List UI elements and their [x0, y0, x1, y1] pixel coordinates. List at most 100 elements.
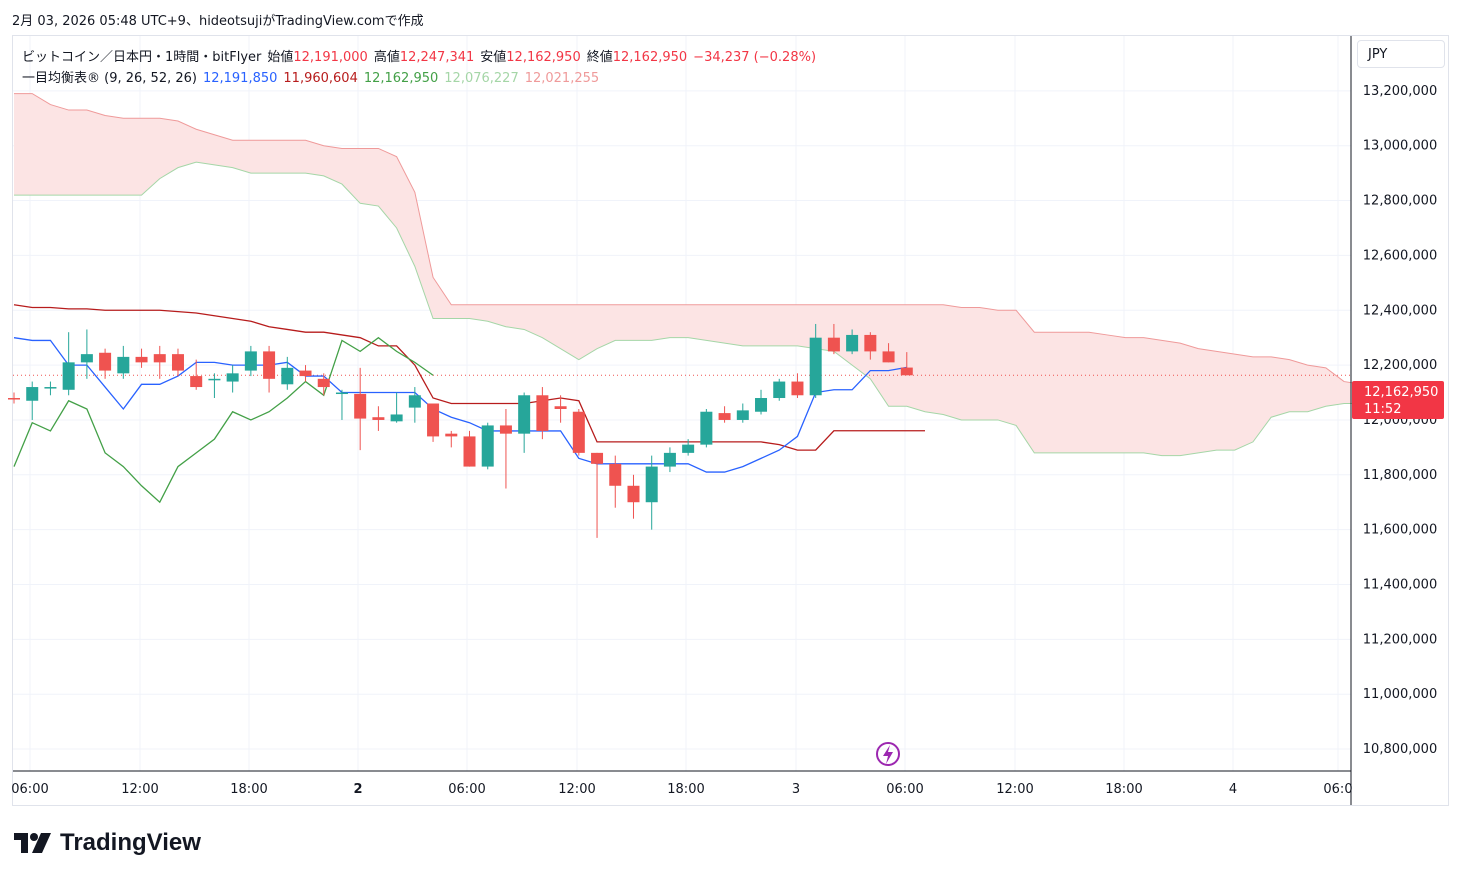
candle-body: [846, 334, 859, 352]
y-tick-label: 11,000,000: [1363, 687, 1437, 702]
bar-countdown: 11:52: [1364, 402, 1402, 417]
x-tick-label: 4: [1229, 782, 1237, 797]
currency-selector[interactable]: JPY: [1357, 40, 1445, 68]
x-tick-label: 18:00: [230, 782, 267, 797]
low-value: 12,162,950: [506, 50, 581, 65]
candle-body: [99, 352, 112, 371]
chart-frame[interactable]: [12, 35, 1449, 806]
candle-body: [390, 414, 403, 422]
lightning-icon[interactable]: [876, 742, 900, 766]
change-value: −34,237 (−0.28%): [693, 50, 817, 65]
candle-body: [26, 387, 39, 401]
candle-body: [773, 381, 786, 399]
logo-text: TradingView: [60, 829, 201, 856]
candle-body: [736, 410, 749, 420]
candle-body: [827, 337, 840, 352]
tradingview-logo-icon: [14, 833, 51, 853]
y-tick-label: 11,200,000: [1363, 632, 1437, 647]
candle-body: [335, 392, 348, 395]
y-tick-label: 11,400,000: [1363, 578, 1437, 593]
candle-body: [445, 433, 458, 437]
y-tick-label: 13,000,000: [1363, 139, 1437, 154]
candle-body: [554, 406, 567, 409]
y-tick-label: 11,600,000: [1363, 523, 1437, 538]
candle-body: [900, 367, 913, 376]
y-tick-label: 12,600,000: [1363, 248, 1437, 263]
candle-body: [864, 334, 877, 352]
ichimoku-cloud: [14, 93, 1381, 457]
x-tick-label: 18:00: [1105, 782, 1142, 797]
candle-body: [591, 452, 604, 464]
candle-body: [809, 337, 822, 396]
open-value: 12,191,000: [293, 50, 368, 65]
candlesticks: [8, 323, 913, 538]
candle-body: [481, 425, 494, 467]
candle-body: [427, 403, 440, 437]
candle-body: [317, 378, 330, 388]
x-tick-label: 12:00: [121, 782, 158, 797]
x-tick-label: 3: [792, 782, 800, 797]
open-label: 始値: [267, 50, 294, 65]
candle-body: [354, 393, 367, 419]
candle-body: [135, 356, 148, 363]
x-tick-label: 06:0: [1323, 782, 1352, 797]
low-label: 安値: [480, 50, 507, 65]
candle-body: [62, 362, 75, 390]
symbol-name: ビットコイン／日本円・1時間・bitFlyer: [22, 50, 262, 65]
x-tick-label: 18:00: [667, 782, 704, 797]
senkou-span-a: [14, 161, 1381, 457]
candle-body: [208, 378, 221, 381]
candle-body: [299, 370, 312, 377]
high-value: 12,247,341: [399, 50, 475, 65]
candle-body: [171, 354, 184, 371]
candle-body: [536, 395, 549, 431]
candle-body: [663, 452, 676, 467]
symbol-legend: ビットコイン／日本円・1時間・bitFlyer 始値12,191,000 高値12,…: [22, 46, 822, 65]
candle-body: [153, 354, 166, 363]
chikou-span: [13, 336, 434, 504]
x-tick-label: 2: [353, 782, 362, 797]
x-tick-label: 12:00: [996, 782, 1033, 797]
span-a-value: 12,076,227: [444, 71, 519, 86]
kijun-value: 11,960,604: [283, 71, 358, 86]
candle-body: [44, 387, 57, 389]
tenkan-value: 12,191,850: [202, 71, 278, 86]
snapshot-caption: 2月 03, 2026 05:48 UTC+9、hideotsujiがTradi…: [12, 14, 424, 29]
candle-body: [281, 367, 294, 385]
y-tick-label: 12,200,000: [1363, 358, 1437, 373]
candle-body: [791, 381, 804, 396]
indicator-name: 一目均衡表® (9, 26, 52, 26): [22, 71, 197, 86]
y-tick-label: 10,800,000: [1363, 742, 1437, 757]
candle-body: [627, 485, 640, 503]
indicator-legend: 一目均衡表® (9, 26, 52, 26) 12,191,850 11,960,6…: [22, 67, 605, 86]
candle-body: [80, 354, 93, 363]
x-tick-label: 06:00: [11, 782, 48, 797]
candle-body: [372, 417, 385, 420]
y-tick-label: 12,400,000: [1363, 303, 1437, 318]
candle-body: [700, 411, 713, 445]
x-tick-label: 06:00: [886, 782, 923, 797]
candle-body: [609, 463, 622, 486]
x-tick-label: 06:00: [448, 782, 485, 797]
candle-body: [518, 395, 531, 434]
candle-body: [463, 436, 476, 467]
y-tick-label: 11,800,000: [1363, 468, 1437, 483]
tenkan-sen: [13, 337, 907, 473]
y-tick-label: 13,200,000: [1363, 84, 1437, 99]
candle-body: [190, 376, 203, 388]
kijun-sen: [13, 304, 925, 451]
chikou-value: 12,162,950: [363, 71, 439, 86]
candle-body: [682, 444, 695, 453]
close-label: 終値: [586, 50, 613, 65]
tradingview-logo[interactable]: TradingView: [14, 829, 201, 857]
senkou-span-b: [14, 93, 1381, 415]
last-price-value: 12,162,950: [1364, 385, 1439, 400]
candle-body: [755, 398, 768, 412]
candle-body: [263, 351, 276, 379]
y-tick-label: 12,800,000: [1363, 194, 1437, 209]
cloud-fill: [14, 93, 1381, 456]
candle-body: [117, 356, 130, 374]
ichimoku-lines: [13, 304, 1351, 504]
candle-body: [244, 351, 257, 371]
